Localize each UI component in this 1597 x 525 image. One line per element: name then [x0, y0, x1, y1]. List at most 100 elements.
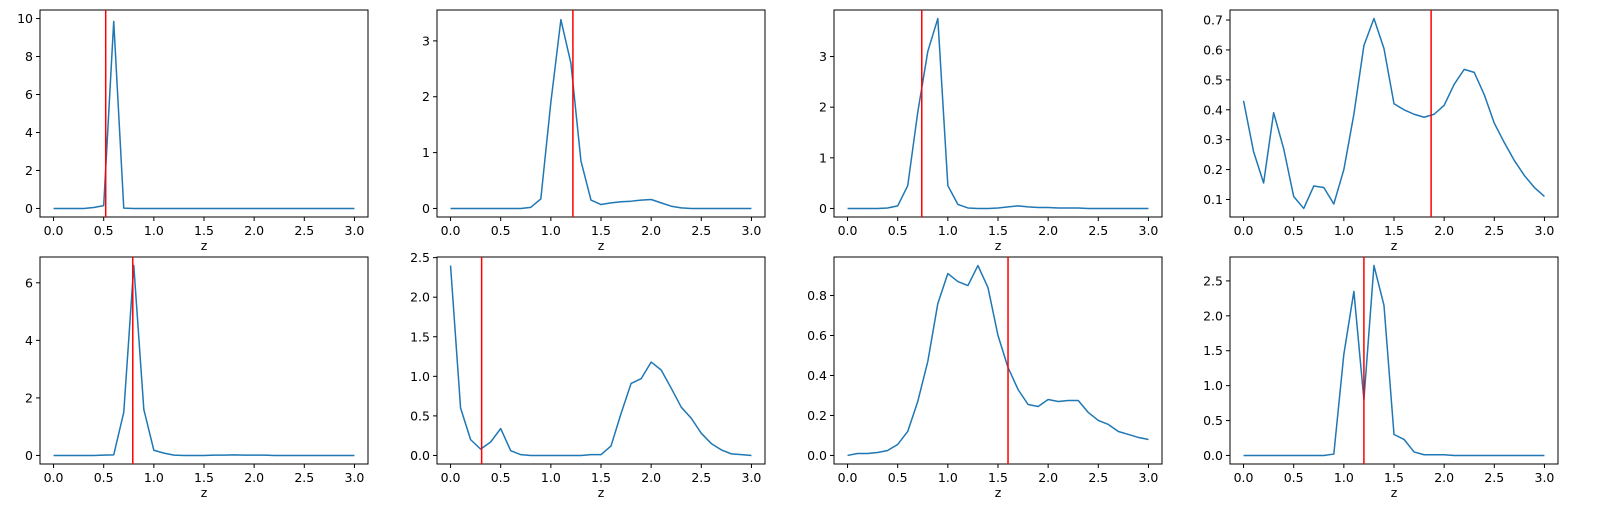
x-tick-label: 0.0 [1234, 470, 1254, 485]
axes-frame [833, 9, 1163, 218]
subplot-5: 0.0 0.5 1.0 1.5 2.0 2.5 3.0 0 2 4 6 z [25, 256, 369, 500]
y-tick-label: 0 [819, 201, 827, 216]
x-tick-label: 3.0 [1139, 470, 1159, 485]
series-line [449, 265, 752, 457]
x-tick-label: 0.0 [441, 223, 461, 238]
axes-frame [833, 256, 1163, 465]
x-tick-label: 1.0 [541, 223, 561, 238]
y-tick-label: 2.0 [410, 290, 430, 305]
x-tick-label: 0.5 [491, 470, 511, 485]
y-tick-label: 10 [17, 11, 33, 26]
axes-frame [436, 256, 766, 465]
x-axis-label: z [598, 238, 605, 253]
y-tick-label: 0.2 [1203, 162, 1223, 177]
y-tick-label: 0.5 [410, 408, 430, 423]
x-tick-label: 1.5 [988, 223, 1008, 238]
subplot-1: 0.0 0.5 1.0 1.5 2.0 2.5 3.0 0 2 4 6 8 10 z [17, 9, 369, 253]
x-tick-label: 0.5 [888, 470, 908, 485]
x-tick-label: 3.0 [1535, 223, 1555, 238]
x-tick-label: 1.0 [938, 223, 958, 238]
x-tick-label: 2.0 [1434, 470, 1454, 485]
x-tick-label: 1.5 [591, 470, 611, 485]
x-tick-label: 1.0 [938, 470, 958, 485]
x-tick-label: 1.5 [194, 470, 214, 485]
y-tick-label: 0.6 [1203, 42, 1223, 57]
x-tick-label: 0.0 [441, 470, 461, 485]
y-tick-label: 2 [25, 390, 33, 405]
x-tick-label: 3.0 [742, 223, 762, 238]
x-tick-label: 1.5 [988, 470, 1008, 485]
x-tick-label: 0.0 [838, 470, 858, 485]
subplot-3: 0.0 0.5 1.0 1.5 2.0 2.5 3.0 0 1 2 3 z [819, 9, 1163, 253]
subplot-2: 0.0 0.5 1.0 1.5 2.0 2.5 3.0 0 1 2 3 z [422, 9, 766, 253]
x-tick-label: 2.0 [244, 223, 264, 238]
axes-frame [436, 9, 766, 218]
subplot-4: 0.0 0.5 1.0 1.5 2.0 2.5 3.0 0.1 0.2 0.3 0.4 0.5 0.6 0… [1203, 9, 1559, 253]
y-tick-label: 0.0 [410, 448, 430, 463]
y-tick-label: 1.5 [410, 329, 430, 344]
axes-frame [39, 9, 369, 218]
y-tick-label: 2 [25, 163, 33, 178]
x-tick-label: 0.0 [838, 223, 858, 238]
x-axis-label: z [995, 238, 1002, 253]
x-tick-label: 0.5 [1284, 470, 1304, 485]
x-tick-label: 2.0 [641, 470, 661, 485]
x-tick-label: 0.0 [1234, 223, 1254, 238]
y-tick-label: 0.5 [1203, 413, 1223, 428]
x-tick-label: 2.5 [1088, 223, 1108, 238]
series-line [450, 18, 752, 210]
y-tick-label: 0 [25, 201, 33, 216]
y-tick-label: 3 [819, 49, 827, 64]
y-tick-label: 1.0 [1203, 378, 1223, 393]
x-tick-label: 1.5 [194, 223, 214, 238]
y-tick-label: 6 [25, 87, 33, 102]
x-tick-label: 1.0 [1334, 470, 1354, 485]
series-line [53, 264, 355, 457]
y-tick-label: 0.6 [807, 328, 827, 343]
subplot-6: 0.0 0.5 1.0 1.5 2.0 2.5 3.0 0.0 0.5 1.0 1.5 2.0 2.5 z [410, 250, 766, 500]
series-line [53, 20, 355, 210]
x-tick-label: 0.5 [1284, 223, 1304, 238]
x-tick-label: 2.5 [294, 223, 314, 238]
series-line [847, 264, 1149, 457]
y-tick-label: 0.4 [807, 368, 827, 383]
x-axis-label: z [995, 485, 1002, 500]
y-tick-label: 4 [25, 125, 33, 140]
x-tick-label: 1.5 [591, 223, 611, 238]
x-tick-label: 2.5 [691, 470, 711, 485]
y-tick-label: 0.2 [807, 408, 827, 423]
x-tick-label: 1.5 [1384, 470, 1404, 485]
y-tick-label: 2.5 [410, 250, 430, 265]
x-tick-label: 3.0 [742, 470, 762, 485]
x-tick-label: 2.5 [1484, 470, 1504, 485]
x-tick-label: 2.0 [244, 470, 264, 485]
x-tick-label: 2.0 [1434, 223, 1454, 238]
x-axis-label: z [598, 485, 605, 500]
subplot-7: 0.0 0.5 1.0 1.5 2.0 2.5 3.0 0.0 0.2 0.4 0.6 0.8 z [807, 256, 1163, 500]
axes-frame [1229, 9, 1559, 218]
x-tick-label: 2.0 [1038, 223, 1058, 238]
x-tick-label: 2.0 [1038, 470, 1058, 485]
y-tick-label: 0.5 [1203, 72, 1223, 87]
y-tick-label: 1.0 [410, 369, 430, 384]
y-tick-label: 4 [25, 333, 33, 348]
x-tick-label: 2.5 [294, 470, 314, 485]
y-tick-label: 8 [25, 49, 33, 64]
y-tick-label: 0.7 [1203, 13, 1223, 28]
x-tick-label: 1.5 [1384, 223, 1404, 238]
y-tick-label: 2 [819, 100, 827, 115]
x-axis-label: z [201, 485, 208, 500]
y-tick-label: 0.8 [807, 288, 827, 303]
x-tick-label: 1.0 [541, 470, 561, 485]
x-tick-label: 2.0 [641, 223, 661, 238]
y-tick-label: 0 [25, 448, 33, 463]
x-tick-label: 2.5 [1484, 223, 1504, 238]
y-tick-label: 1 [819, 150, 827, 165]
y-tick-label: 1.5 [1203, 343, 1223, 358]
x-tick-label: 0.0 [44, 223, 64, 238]
x-tick-label: 0.0 [44, 470, 64, 485]
x-tick-label: 1.0 [1334, 223, 1354, 238]
y-tick-label: 3 [422, 33, 430, 48]
series-line [1242, 17, 1545, 210]
